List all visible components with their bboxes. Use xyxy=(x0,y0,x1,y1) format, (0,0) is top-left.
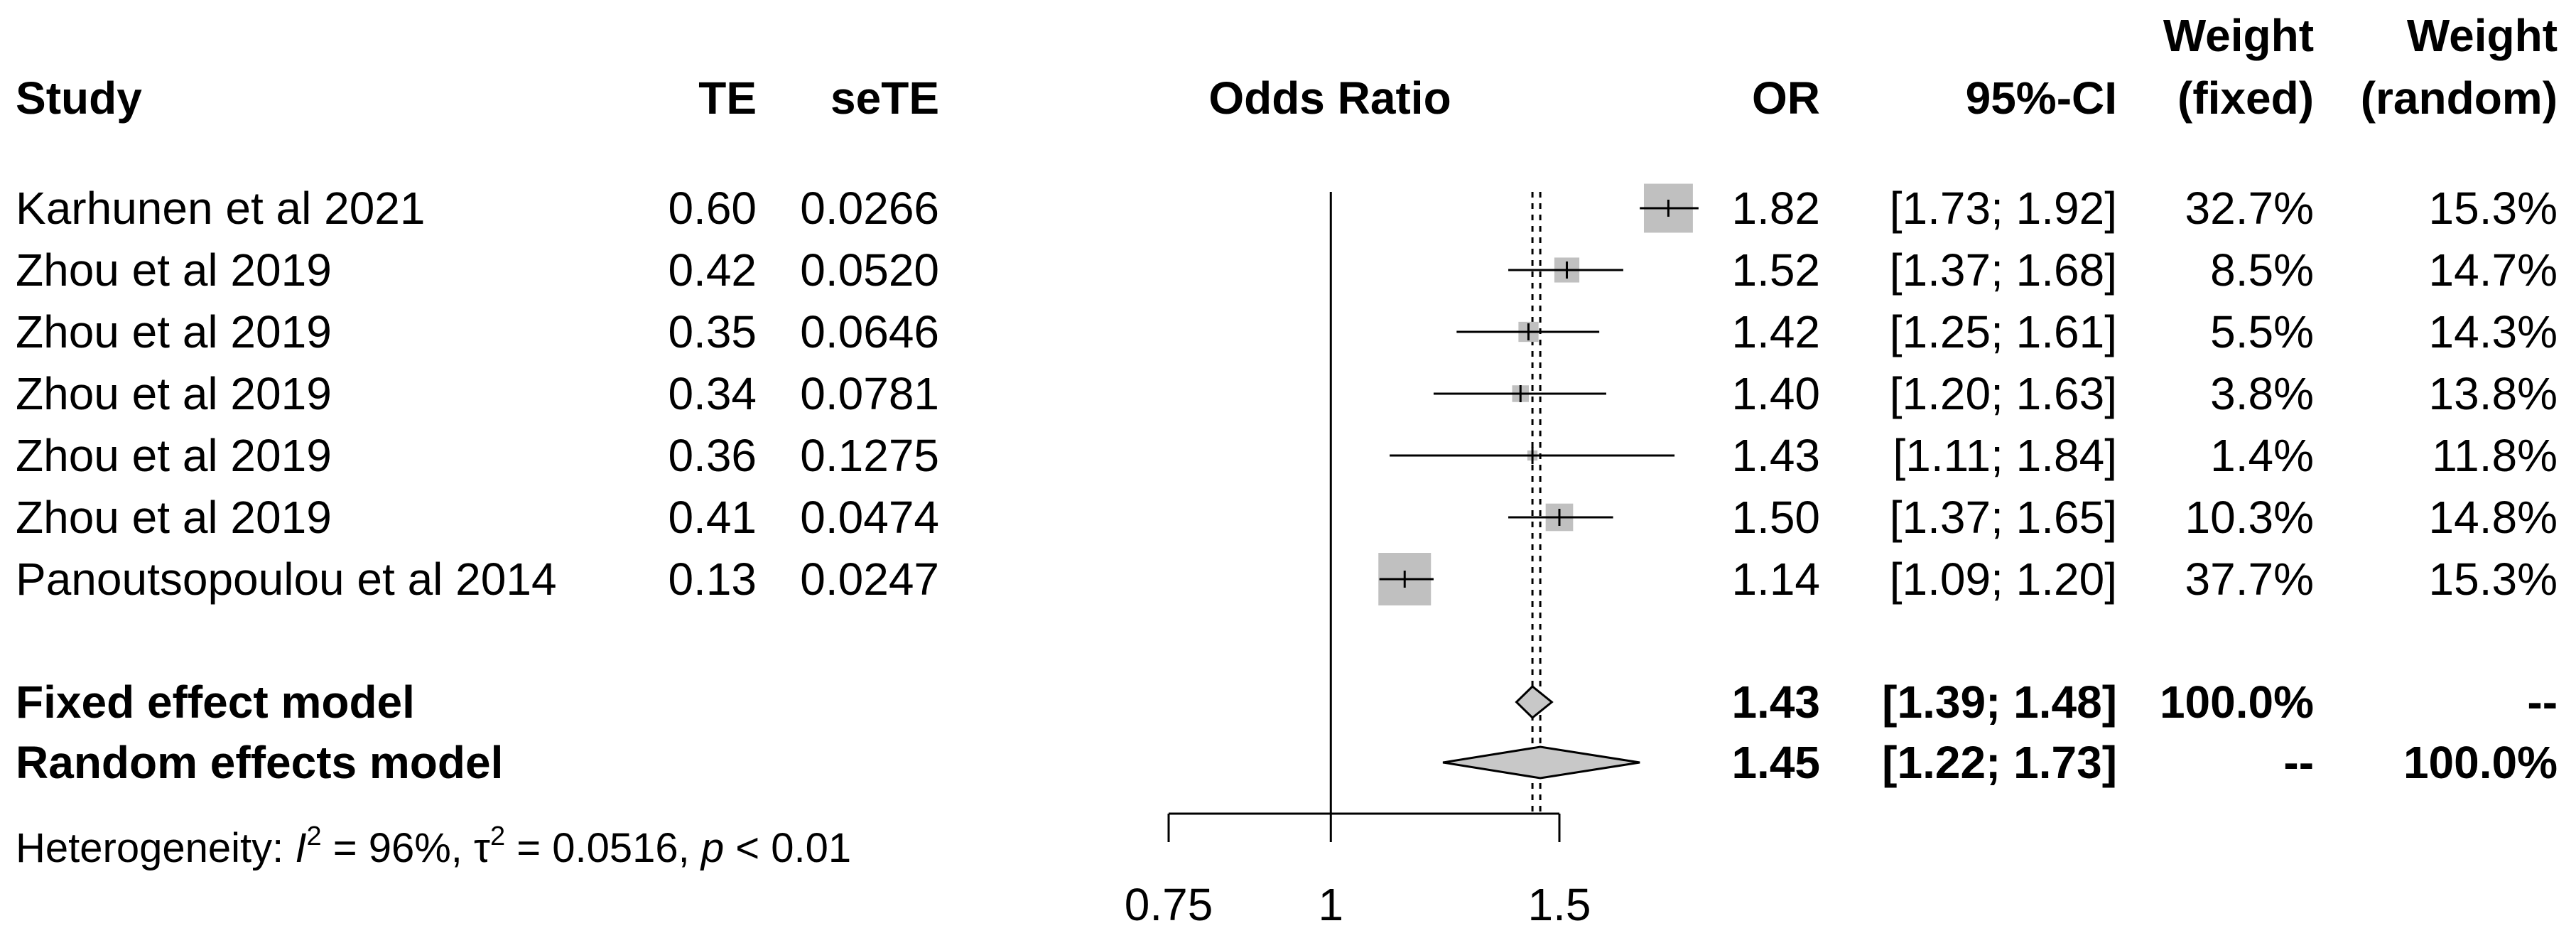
study-ci: [1.73; 1.92] xyxy=(1890,183,2117,234)
header-weight-random-line1: Weight xyxy=(2407,10,2558,61)
fixed-model-name: Fixed effect model xyxy=(16,676,415,728)
study-te: 0.60 xyxy=(668,183,757,234)
study-te: 0.13 xyxy=(668,554,757,605)
study-weight-random: 14.8% xyxy=(2429,492,2558,543)
header-te: TE xyxy=(698,72,757,124)
header-or: OR xyxy=(1752,72,1820,124)
study-te: 0.41 xyxy=(668,492,757,543)
study-weight-fixed: 8.5% xyxy=(2210,244,2314,296)
header-study: Study xyxy=(16,72,142,124)
study-ci: [1.09; 1.20] xyxy=(1890,554,2117,605)
study-weight-random: 11.8% xyxy=(2432,430,2558,481)
study-sete: 0.0781 xyxy=(800,368,939,419)
heterogeneity-text: Heterogeneity: I2 = 96%, τ2 = 0.0516, p … xyxy=(16,821,851,871)
study-weight-fixed: 32.7% xyxy=(2185,183,2314,234)
column-headers: Study TE seTE Odds Ratio OR 95%-CI Weigh… xyxy=(16,10,2558,124)
study-te: 0.34 xyxy=(668,368,757,419)
study-sete: 0.0646 xyxy=(800,306,939,357)
header-sete: seTE xyxy=(830,72,939,124)
study-name: Zhou et al 2019 xyxy=(16,306,332,357)
study-rows: Karhunen et al 2021 0.60 0.0266 1.82 [1.73; … xyxy=(16,183,2558,788)
study-name: Zhou et al 2019 xyxy=(16,492,332,543)
study-ci: [1.25; 1.61] xyxy=(1890,306,2117,357)
study-weight-random: 15.3% xyxy=(2429,183,2558,234)
study-ci: [1.37; 1.65] xyxy=(1890,492,2117,543)
study-te: 0.42 xyxy=(668,244,757,296)
study-weight-fixed: 10.3% xyxy=(2185,492,2314,543)
fixed-model-ci: [1.39; 1.48] xyxy=(1882,676,2117,728)
plot-area: 0.75 1 1.5 xyxy=(1125,183,1699,930)
study-name: Zhou et al 2019 xyxy=(16,368,332,419)
header-weight-random-line2: (random) xyxy=(2361,72,2558,124)
study-or: 1.42 xyxy=(1731,306,1820,357)
study-sete: 0.0474 xyxy=(800,492,939,543)
study-weight-random: 14.3% xyxy=(2429,306,2558,357)
study-sete: 0.0266 xyxy=(800,183,939,234)
study-or: 1.43 xyxy=(1731,430,1820,481)
fixed-model-diamond xyxy=(1515,684,1554,720)
fixed-model-weight-random: -- xyxy=(2527,676,2558,728)
study-weight-random: 13.8% xyxy=(2429,368,2558,419)
header-weight-fixed-line2: (fixed) xyxy=(2177,72,2314,124)
random-model-ci: [1.22; 1.73] xyxy=(1882,737,2117,788)
study-name: Zhou et al 2019 xyxy=(16,430,332,481)
study-sete: 0.1275 xyxy=(800,430,939,481)
study-or: 1.50 xyxy=(1731,492,1820,543)
fixed-model-weight-fixed: 100.0% xyxy=(2160,676,2314,728)
x-tick-label: 1 xyxy=(1318,879,1343,930)
study-weight-random: 14.7% xyxy=(2429,244,2558,296)
study-or: 1.40 xyxy=(1731,368,1820,419)
study-weight-fixed: 1.4% xyxy=(2210,430,2314,481)
study-name: Zhou et al 2019 xyxy=(16,244,332,296)
x-tick-label: 0.75 xyxy=(1125,879,1213,930)
random-model-diamond xyxy=(1442,745,1640,780)
study-ci: [1.11; 1.84] xyxy=(1893,430,2118,481)
study-ci: [1.20; 1.63] xyxy=(1890,368,2117,419)
study-sete: 0.0520 xyxy=(800,244,939,296)
random-model-weight-fixed: -- xyxy=(2283,737,2314,788)
study-or: 1.82 xyxy=(1731,183,1820,234)
study-name: Panoutsopoulou et al 2014 xyxy=(16,554,557,605)
random-model-weight-random: 100.0% xyxy=(2403,737,2558,788)
header-odds-ratio: Odds Ratio xyxy=(1208,72,1451,124)
study-te: 0.35 xyxy=(668,306,757,357)
study-or: 1.52 xyxy=(1731,244,1820,296)
study-te: 0.36 xyxy=(668,430,757,481)
study-weight-fixed: 37.7% xyxy=(2185,554,2314,605)
header-ci: 95%-CI xyxy=(1966,72,2117,124)
study-weight-random: 15.3% xyxy=(2429,554,2558,605)
x-tick-label: 1.5 xyxy=(1528,879,1591,930)
study-sete: 0.0247 xyxy=(800,554,939,605)
header-weight-fixed-line1: Weight xyxy=(2163,10,2314,61)
fixed-model-or: 1.43 xyxy=(1731,676,1820,728)
study-or: 1.14 xyxy=(1731,554,1820,605)
random-model-name: Random effects model xyxy=(16,737,503,788)
study-ci: [1.37; 1.68] xyxy=(1890,244,2117,296)
study-weight-fixed: 5.5% xyxy=(2210,306,2314,357)
study-name: Karhunen et al 2021 xyxy=(16,183,425,234)
study-weight-fixed: 3.8% xyxy=(2210,368,2314,419)
random-model-or: 1.45 xyxy=(1731,737,1820,788)
